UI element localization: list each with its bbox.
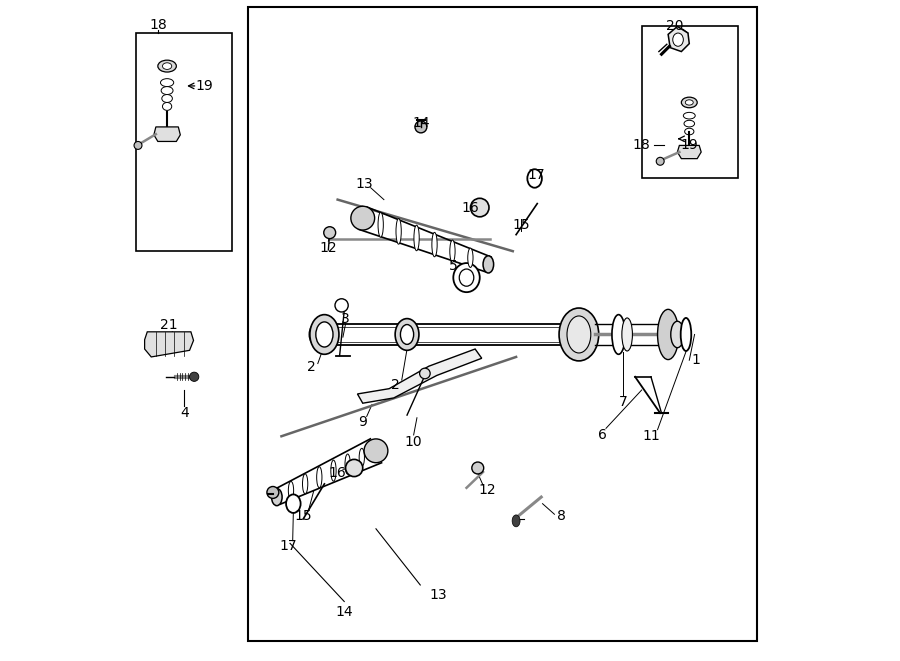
- Text: 7: 7: [619, 395, 627, 409]
- Ellipse shape: [684, 120, 695, 127]
- Ellipse shape: [486, 256, 491, 272]
- Bar: [642, 26, 737, 178]
- Ellipse shape: [274, 489, 280, 505]
- Ellipse shape: [316, 322, 333, 347]
- Text: 6: 6: [598, 428, 607, 442]
- Ellipse shape: [471, 198, 489, 217]
- Ellipse shape: [272, 488, 282, 506]
- Ellipse shape: [432, 233, 437, 256]
- Ellipse shape: [374, 443, 379, 459]
- Ellipse shape: [658, 309, 679, 360]
- Ellipse shape: [450, 240, 455, 262]
- Text: 15: 15: [513, 217, 530, 232]
- Text: 8: 8: [556, 508, 565, 523]
- Ellipse shape: [335, 299, 348, 312]
- Ellipse shape: [415, 121, 427, 133]
- Ellipse shape: [454, 263, 480, 292]
- Text: 14: 14: [412, 116, 429, 130]
- Text: 20: 20: [666, 19, 683, 34]
- Text: 12: 12: [479, 483, 497, 498]
- Text: 2: 2: [392, 377, 400, 392]
- Ellipse shape: [483, 256, 493, 273]
- Ellipse shape: [680, 318, 691, 351]
- Ellipse shape: [163, 102, 172, 110]
- Polygon shape: [668, 26, 689, 52]
- Ellipse shape: [345, 454, 350, 474]
- Ellipse shape: [331, 460, 336, 481]
- Text: 17: 17: [527, 168, 544, 182]
- Text: 21: 21: [160, 318, 178, 332]
- Ellipse shape: [288, 481, 293, 500]
- Ellipse shape: [396, 219, 401, 244]
- Bar: [248, 7, 758, 641]
- Ellipse shape: [414, 225, 419, 251]
- Text: 18: 18: [149, 18, 166, 32]
- Ellipse shape: [472, 462, 483, 474]
- Ellipse shape: [302, 474, 308, 494]
- Text: 2: 2: [307, 360, 316, 374]
- Ellipse shape: [359, 448, 364, 467]
- Ellipse shape: [681, 97, 698, 108]
- Text: 11: 11: [642, 429, 660, 444]
- Ellipse shape: [685, 128, 694, 135]
- Ellipse shape: [310, 323, 327, 346]
- Ellipse shape: [324, 227, 336, 239]
- Ellipse shape: [190, 372, 199, 381]
- Ellipse shape: [360, 206, 365, 230]
- Ellipse shape: [286, 494, 301, 513]
- Ellipse shape: [364, 439, 388, 463]
- Text: 14: 14: [336, 605, 353, 619]
- Ellipse shape: [512, 515, 520, 527]
- Ellipse shape: [670, 321, 684, 348]
- Text: 18: 18: [633, 138, 651, 153]
- Ellipse shape: [567, 316, 590, 353]
- Ellipse shape: [346, 459, 363, 477]
- Text: 16: 16: [328, 466, 346, 481]
- Polygon shape: [678, 145, 701, 159]
- Text: 15: 15: [294, 508, 312, 523]
- Ellipse shape: [419, 368, 430, 379]
- Ellipse shape: [395, 319, 419, 350]
- Ellipse shape: [162, 95, 173, 102]
- Ellipse shape: [267, 486, 279, 498]
- Text: 4: 4: [180, 406, 189, 420]
- Ellipse shape: [163, 63, 172, 69]
- Polygon shape: [145, 332, 194, 357]
- Ellipse shape: [158, 60, 176, 72]
- Text: 16: 16: [461, 200, 479, 215]
- Ellipse shape: [161, 87, 173, 95]
- Ellipse shape: [400, 325, 414, 344]
- Ellipse shape: [683, 112, 695, 119]
- Ellipse shape: [160, 79, 174, 87]
- Ellipse shape: [673, 33, 683, 46]
- Text: 9: 9: [358, 414, 367, 429]
- Text: 5: 5: [449, 258, 458, 273]
- Text: 19: 19: [195, 79, 213, 93]
- Ellipse shape: [612, 315, 625, 354]
- Ellipse shape: [622, 318, 633, 351]
- Text: 10: 10: [405, 434, 422, 449]
- Text: 1: 1: [691, 353, 700, 368]
- Ellipse shape: [134, 141, 142, 149]
- Ellipse shape: [656, 157, 664, 165]
- Text: 13: 13: [429, 588, 447, 602]
- Ellipse shape: [559, 308, 598, 361]
- Ellipse shape: [527, 169, 542, 188]
- Ellipse shape: [351, 206, 374, 230]
- Ellipse shape: [317, 467, 322, 488]
- Bar: [136, 33, 232, 251]
- Text: 17: 17: [280, 539, 298, 553]
- Text: 19: 19: [680, 138, 698, 153]
- Ellipse shape: [378, 212, 383, 237]
- Ellipse shape: [459, 269, 473, 286]
- Ellipse shape: [685, 100, 693, 105]
- Polygon shape: [154, 127, 180, 141]
- Polygon shape: [357, 349, 482, 403]
- Text: 12: 12: [320, 241, 338, 255]
- Text: 3: 3: [341, 312, 350, 327]
- Text: 13: 13: [356, 176, 373, 191]
- Ellipse shape: [310, 315, 339, 354]
- Ellipse shape: [468, 248, 473, 268]
